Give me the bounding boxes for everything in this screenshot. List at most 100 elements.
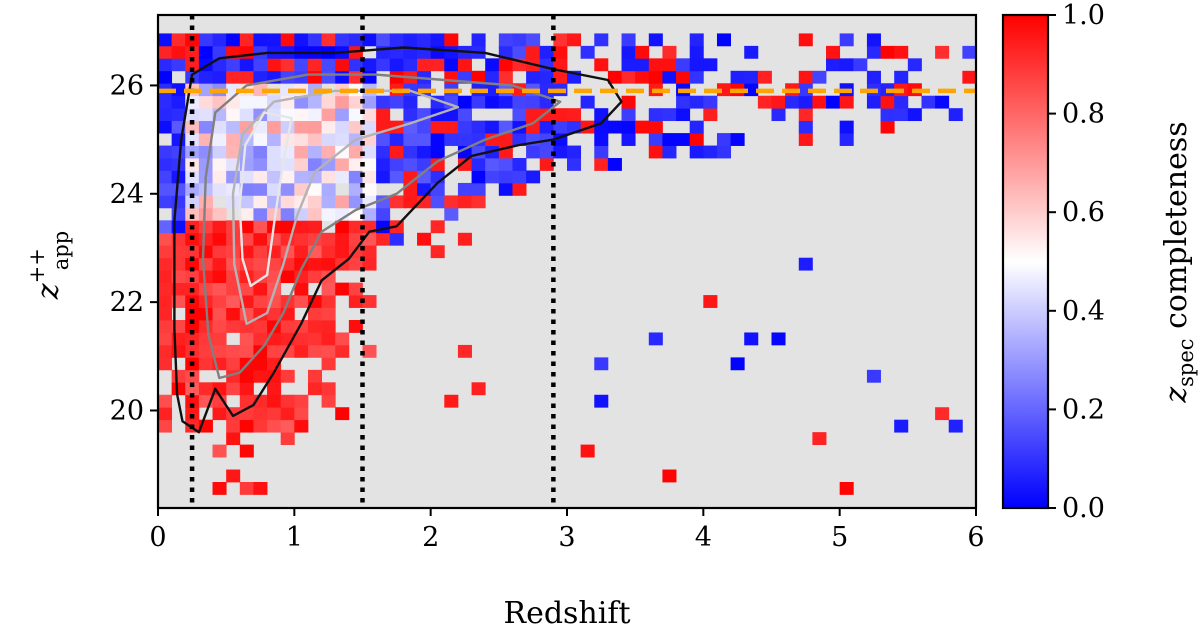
heatmap-cell <box>335 158 350 171</box>
heatmap-cell <box>253 33 268 47</box>
heatmap-cell <box>294 245 309 259</box>
heatmap-cell <box>158 257 173 271</box>
density-contours <box>173 46 623 434</box>
heatmap-cell <box>321 307 336 321</box>
heatmap-cell <box>158 170 173 184</box>
heatmap-cell <box>594 133 609 146</box>
heatmap-cell <box>212 332 227 346</box>
heatmap-cell <box>158 182 173 196</box>
heatmap-cell <box>526 108 541 122</box>
heatmap-cell <box>185 394 200 408</box>
heatmap-cell <box>171 344 186 358</box>
heatmap-cell <box>212 444 227 458</box>
heatmap-cell <box>757 70 772 84</box>
heatmap-cell <box>362 207 377 221</box>
heatmap-cell <box>662 58 677 72</box>
heatmap-cell <box>158 357 173 371</box>
heatmap-cell <box>294 394 309 408</box>
heatmap-cell <box>321 182 336 196</box>
heatmap-cell <box>567 33 582 47</box>
heatmap-cell <box>498 45 513 59</box>
heatmap-cell <box>430 195 445 209</box>
heatmap-cell <box>185 182 200 196</box>
heatmap-cell <box>526 170 541 184</box>
heatmap-cell <box>689 33 704 47</box>
colorbar-tick-label: 0.0 <box>1062 493 1105 524</box>
heatmap-cell <box>267 232 282 246</box>
heatmap-cell <box>267 307 282 321</box>
heatmap-cell <box>403 195 418 209</box>
heatmap-cell <box>607 70 622 84</box>
heatmap-cell <box>471 120 486 134</box>
heatmap-cell <box>567 145 582 159</box>
heatmap-cell <box>171 45 186 59</box>
heatmap-cell <box>239 145 254 159</box>
heatmap-cell <box>239 369 254 383</box>
heatmap-cell <box>512 108 527 122</box>
heatmap-cell <box>212 320 227 333</box>
heatmap-cell <box>226 108 241 122</box>
heatmap-cell <box>198 108 213 122</box>
heatmap-cell <box>307 58 322 72</box>
heatmap-cell <box>185 270 200 284</box>
heatmap-cell <box>635 45 650 59</box>
x-tick-label: 3 <box>558 522 575 553</box>
colorbar-tick-label: 0.6 <box>1062 197 1105 228</box>
heatmap-cell <box>689 58 704 72</box>
heatmap-cell <box>362 245 377 259</box>
heatmap-cell <box>376 220 391 234</box>
heatmap-cell <box>280 419 295 433</box>
heatmap-cell <box>348 120 363 134</box>
heatmap-cell <box>280 432 295 446</box>
heatmap-cell <box>444 394 459 408</box>
heatmap-cell <box>676 108 691 122</box>
heatmap-cell <box>267 407 282 421</box>
heatmap-cell <box>485 95 500 109</box>
heatmap-cell <box>785 95 800 109</box>
heatmap-cell <box>512 45 527 59</box>
heatmap-cell <box>444 33 459 47</box>
heatmap-cell <box>253 295 268 308</box>
heatmap-cell <box>198 270 213 284</box>
heatmap-cell <box>689 120 704 134</box>
heatmap-cell <box>376 158 391 171</box>
heatmap-cell <box>621 70 636 84</box>
heatmap-cell <box>376 95 391 109</box>
heatmap-cell <box>976 420 990 433</box>
heatmap-cell <box>253 95 268 109</box>
heatmap-cell <box>294 282 309 296</box>
heatmap-cell <box>307 295 322 308</box>
heatmap-cell <box>239 307 254 321</box>
heatmap-cell <box>294 295 309 308</box>
heatmap-cell <box>648 145 663 159</box>
heatmap-cell <box>171 195 186 209</box>
heatmap-cell <box>648 70 663 84</box>
heatmap-cell <box>212 282 227 296</box>
heatmap-cell <box>253 369 268 383</box>
x-tick-label: 4 <box>695 522 712 553</box>
heatmap-cell <box>607 158 622 171</box>
heatmap-cell <box>321 245 336 259</box>
heatmap-cell <box>158 407 173 421</box>
heatmap-cell <box>321 232 336 246</box>
heatmap-cell <box>430 220 445 234</box>
heatmap-cell <box>389 33 404 47</box>
heatmap-cell <box>239 33 254 47</box>
heatmap-cell <box>730 133 745 146</box>
heatmap-cell <box>526 45 541 59</box>
heatmap-cell <box>321 357 336 371</box>
heatmap-cell <box>321 120 336 134</box>
heatmap-cell <box>294 33 309 47</box>
heatmap-cell <box>253 282 268 296</box>
heatmap-cell <box>280 58 295 72</box>
heatmap-cell <box>253 407 268 421</box>
heatmap-cell <box>212 220 227 234</box>
heatmap-cell <box>348 257 363 271</box>
heatmap-cell <box>594 357 609 371</box>
y-tick-label: 24 <box>110 179 144 210</box>
heatmap-cell <box>158 270 173 284</box>
heatmap-cell <box>226 419 241 433</box>
heatmap-cell <box>471 170 486 184</box>
heatmap-cell <box>866 45 881 59</box>
heatmap-cell <box>226 357 241 371</box>
